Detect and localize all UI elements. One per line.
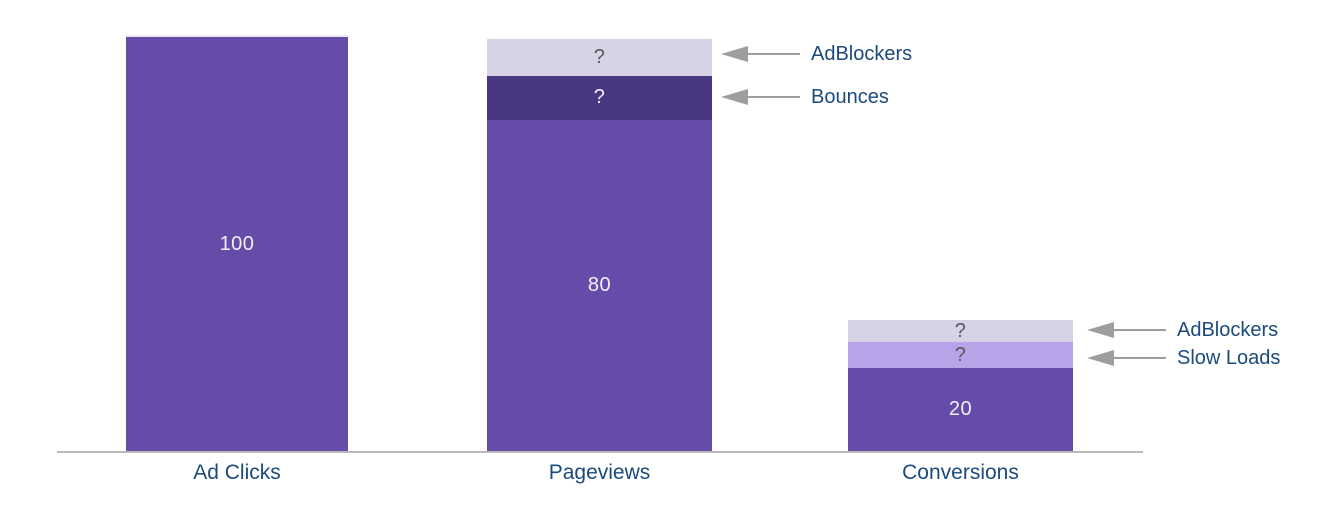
bar-segment-measured: 80 xyxy=(487,119,712,451)
annotation-label: Slow Loads xyxy=(1177,346,1281,369)
annotation-pageviews-bounces: Bounces xyxy=(721,83,889,111)
annotation-conversions-adblockers: AdBlockers xyxy=(1087,316,1278,344)
bar-pageviews: ?? 80 xyxy=(487,38,712,451)
bar-segment-adblockers: ? xyxy=(848,320,1073,343)
annotation-label: Bounces xyxy=(811,85,889,108)
annotation-label: AdBlockers xyxy=(811,42,913,65)
x-axis-line xyxy=(57,451,1143,453)
bar-conversions: ?? 20 xyxy=(848,320,1073,451)
category-label-ad-clicks: Ad Clicks xyxy=(193,461,281,484)
arrow-left-icon xyxy=(721,46,748,62)
annotation-pageviews-adblockers: AdBlockers xyxy=(721,40,912,68)
arrow-line xyxy=(1114,329,1166,331)
arrow-left-icon xyxy=(1087,322,1114,338)
arrow-left-icon xyxy=(1087,350,1114,366)
annotation-conversions-slow-loads: Slow Loads xyxy=(1087,344,1280,372)
bar-ad-clicks: 100 xyxy=(126,35,348,451)
arrow-line xyxy=(1114,357,1166,359)
bar-segment-adblockers: ? xyxy=(487,38,712,76)
arrow-line xyxy=(748,96,800,98)
bar-segment-bounces: ? xyxy=(487,75,712,120)
bar-segment-measured: 20 xyxy=(848,368,1073,451)
bar-segment-measured: 100 xyxy=(126,35,348,451)
category-label-pageviews: Pageviews xyxy=(548,461,651,484)
arrow-left-icon xyxy=(721,89,748,105)
bar-segment-slow-loads: ? xyxy=(848,342,1073,369)
annotation-label: AdBlockers xyxy=(1177,318,1279,341)
arrow-line xyxy=(748,53,800,55)
category-label-conversions: Conversions xyxy=(902,461,1019,484)
